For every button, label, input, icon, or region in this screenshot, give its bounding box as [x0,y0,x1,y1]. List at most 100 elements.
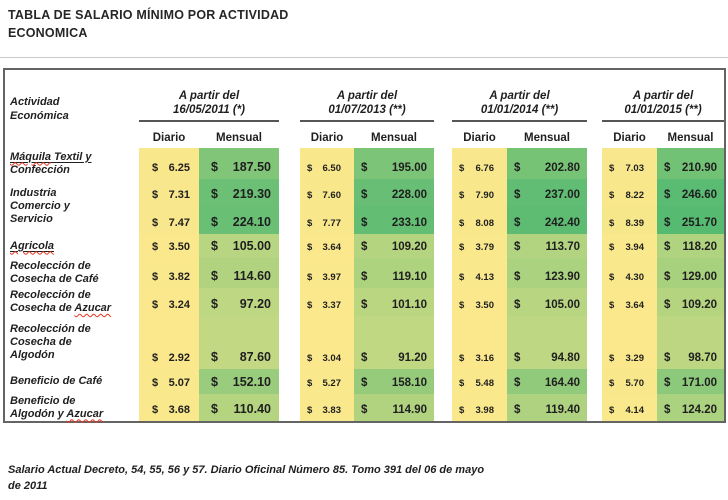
cell-diario-r4-g3[interactable]: $3.79 [452,234,507,258]
cell-mensual-r7-g2[interactable]: $91.20 [354,316,434,369]
row-label[interactable]: Máquila Textil y Confección [5,148,139,179]
subheader-mensual-3[interactable]: Mensual [523,132,570,144]
cell-diario-r6-g1[interactable]: $3.24 [139,288,199,316]
cell-diario-r7-g4[interactable]: $3.29 [602,316,657,369]
label-text: Recolección de [10,260,91,272]
cell-mensual-r3-g1[interactable]: $224.10 [199,206,279,234]
cell-diario-r5-g3[interactable]: $4.13 [452,258,507,288]
cell-diario-r2-g1[interactable]: $7.31 [139,179,199,206]
cell-diario-r1-g4[interactable]: $7.03 [602,148,657,179]
cell-diario-r7-g1[interactable]: $2.92 [139,316,199,369]
cell-mensual-r4-g4[interactable]: $118.20 [657,234,724,258]
cell-diario-r8-g1[interactable]: $5.07 [139,369,199,394]
cell-mensual-r4-g1[interactable]: $105.00 [199,234,279,258]
cell-mensual-r5-g4[interactable]: $129.00 [657,258,724,288]
cell-mensual-r8-g4[interactable]: $171.00 [657,369,724,394]
cell-mensual-r7-g3[interactable]: $94.80 [507,316,587,369]
cell-diario-r6-g2[interactable]: $3.37 [300,288,354,316]
cell-diario-r1-g2[interactable]: $6.50 [300,148,354,179]
cell-diario-r3-g1[interactable]: $7.47 [139,206,199,234]
cell-diario-r2-g2[interactable]: $7.60 [300,179,354,206]
currency-symbol: $ [459,378,465,389]
cell-mensual-r5-g3[interactable]: $123.90 [507,258,587,288]
cell-mensual-r3-g4[interactable]: $251.70 [657,206,724,234]
cell-diario-r4-g1[interactable]: $3.50 [139,234,199,258]
period-header-3[interactable]: A partir del 01/01/2014 (**) [452,70,587,122]
cell-diario-r9-g4[interactable]: $4.14 [602,394,657,421]
cell-diario-r2-g4[interactable]: $8.22 [602,179,657,206]
cell-diario-r9-g1[interactable]: $3.68 [139,394,199,421]
row-label-line: Recolección de [10,323,139,336]
subheader-mensual-2[interactable]: Mensual [370,132,417,144]
period-header-2[interactable]: A partir del 01/07/2013 (**) [300,70,434,122]
subheader-diario-1[interactable]: Diario [152,132,186,144]
cell-diario-r3-g3[interactable]: $8.08 [452,206,507,234]
cell-diario-r6-g4[interactable]: $3.64 [602,288,657,316]
cell-mensual-r9-g3[interactable]: $119.40 [507,394,587,421]
subheader-diario-2[interactable]: Diario [310,132,344,144]
cell-mensual-r2-g3[interactable]: $237.00 [507,179,587,206]
subheader-diario-3[interactable]: Diario [463,132,496,144]
subheader-mensual-4[interactable]: Mensual [667,132,714,144]
cell-mensual-r6-g2[interactable]: $101.10 [354,288,434,316]
cell-diario-r9-g3[interactable]: $3.98 [452,394,507,421]
row-label[interactable]: Recolección de Cosecha de Café [5,258,139,288]
subheader-mensual-1[interactable]: Mensual [215,132,262,144]
corner-line1: Actividad [10,96,60,108]
row-label-line: Recolección de [10,260,139,273]
cell-mensual-r6-g4[interactable]: $109.20 [657,288,724,316]
cell-diario-r8-g2[interactable]: $5.27 [300,369,354,394]
period-header-4[interactable]: A partir del 01/01/2015 (**) [602,70,724,122]
cell-diario-r1-g3[interactable]: $6.76 [452,148,507,179]
subheader-diario-4[interactable]: Diario [613,132,646,144]
cell-mensual-r2-g1[interactable]: $219.30 [199,179,279,206]
row-label[interactable]: Beneficio de Algodón y Azucar [5,394,139,421]
cell-diario-r6-g3[interactable]: $3.50 [452,288,507,316]
row-label[interactable]: Agricola [5,234,139,258]
cell-mensual-r5-g2[interactable]: $119.10 [354,258,434,288]
column-header-actividad[interactable]: Actividad Económica [5,70,139,148]
cell-diario-r9-g2[interactable]: $3.83 [300,394,354,421]
cell-mensual-r4-g2[interactable]: $109.20 [354,234,434,258]
cell-diario-r5-g4[interactable]: $4.30 [602,258,657,288]
cell-diario-r4-g4[interactable]: $3.94 [602,234,657,258]
cell-mensual-r8-g3[interactable]: $164.40 [507,369,587,394]
cell-mensual-r8-g2[interactable]: $158.10 [354,369,434,394]
cell-diario-r8-g3[interactable]: $5.48 [452,369,507,394]
cell-mensual-r9-g1[interactable]: $110.40 [199,394,279,421]
cell-diario-r8-g4[interactable]: $5.70 [602,369,657,394]
cell-mensual-r3-g3[interactable]: $242.40 [507,206,587,234]
cell-mensual-r9-g2[interactable]: $114.90 [354,394,434,421]
cell-mensual-r3-g2[interactable]: $233.10 [354,206,434,234]
cell-diario-r5-g1[interactable]: $3.82 [139,258,199,288]
cell-mensual-r1-g4[interactable]: $210.90 [657,148,724,179]
cell-diario-r3-g4[interactable]: $8.39 [602,206,657,234]
cell-diario-r7-g2[interactable]: $3.04 [300,316,354,369]
cell-mensual-r7-g1[interactable]: $87.60 [199,316,279,369]
cell-diario-r2-g3[interactable]: $7.90 [452,179,507,206]
cell-mensual-r4-g3[interactable]: $113.70 [507,234,587,258]
cell-diario-r7-g3[interactable]: $3.16 [452,316,507,369]
cell-mensual-r6-g3[interactable]: $105.00 [507,288,587,316]
cell-mensual-r2-g4[interactable]: $246.60 [657,179,724,206]
cell-mensual-r1-g1[interactable]: $187.50 [199,148,279,179]
cell-diario-r3-g2[interactable]: $7.77 [300,206,354,234]
row-label[interactable]: Beneficio de Café [5,369,139,394]
period-header-1[interactable]: A partir del 16/05/2011 (*) [139,70,279,122]
cell-mensual-r7-g4[interactable]: $98.70 [657,316,724,369]
row-label[interactable]: Recolección de Cosecha de Algodón [5,316,139,369]
cell-diario-r5-g2[interactable]: $3.97 [300,258,354,288]
cell-mensual-r9-g4[interactable]: $124.20 [657,394,724,421]
row-label[interactable]: Recolección de Cosecha de Azucar [5,288,139,316]
cell-diario-r4-g2[interactable]: $3.64 [300,234,354,258]
cell-mensual-r2-g2[interactable]: $228.00 [354,179,434,206]
cell-mensual-r1-g3[interactable]: $202.80 [507,148,587,179]
row-label[interactable]: Industria Comercio y Servicio [5,179,139,234]
cell-diario-r1-g1[interactable]: $6.25 [139,148,199,179]
cell-mensual-r5-g1[interactable]: $114.60 [199,258,279,288]
cell-mensual-r6-g1[interactable]: $97.20 [199,288,279,316]
currency-symbol: $ [211,269,218,283]
cell-mensual-r1-g2[interactable]: $195.00 [354,148,434,179]
cell-mensual-r8-g1[interactable]: $152.10 [199,369,279,394]
currency-symbol: $ [609,300,615,311]
